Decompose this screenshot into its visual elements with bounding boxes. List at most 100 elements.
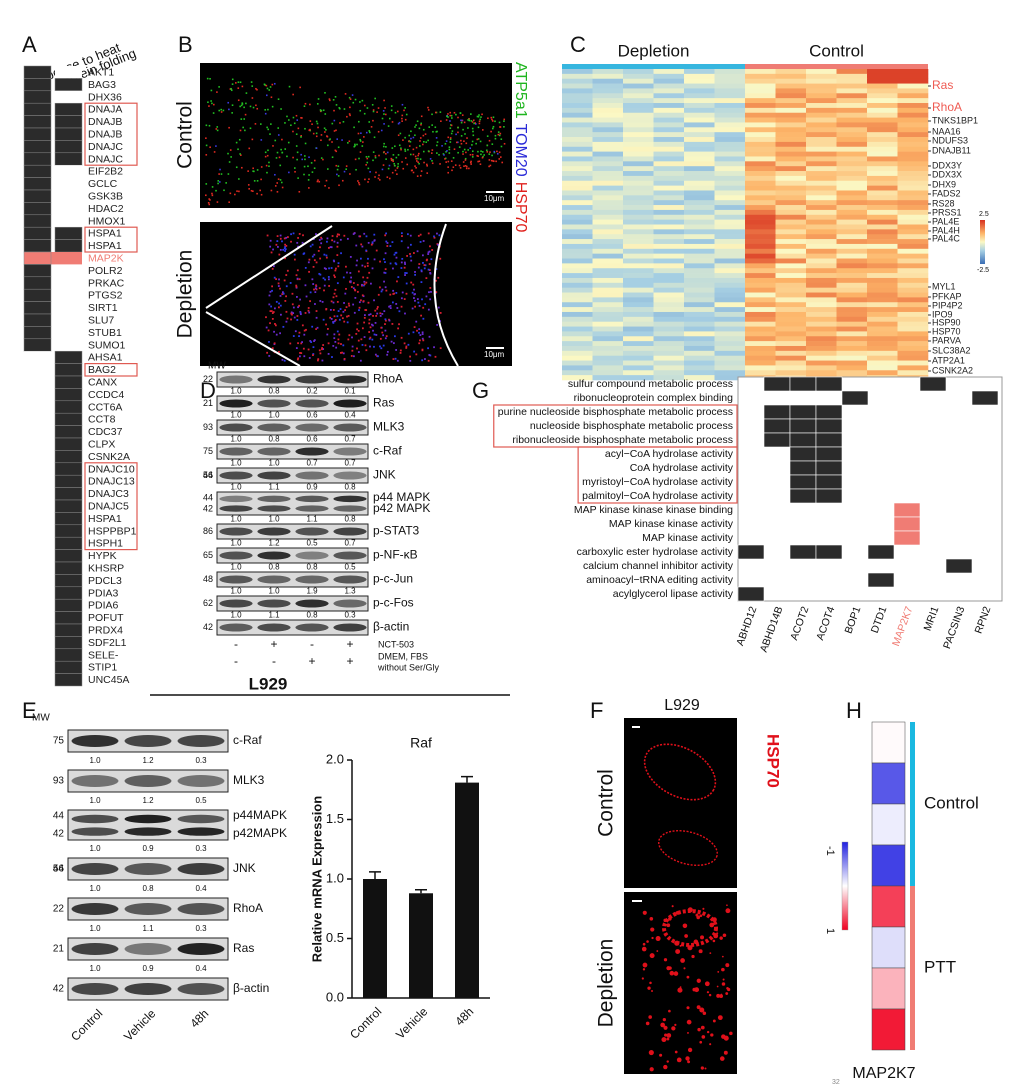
signal: [293, 122, 296, 125]
signal: [355, 244, 358, 247]
signal: [693, 939, 699, 945]
signal: [471, 144, 473, 146]
membership-cell: [54, 636, 83, 650]
signal: [210, 100, 212, 102]
signal: [417, 154, 419, 157]
gene-label: DTD1: [869, 605, 890, 635]
heatmap-cell: [623, 263, 654, 269]
gene-label: DNAJC13: [88, 476, 135, 488]
signal: [459, 167, 462, 169]
heatmap-cell: [745, 103, 776, 109]
signal: [219, 168, 221, 171]
signal: [456, 141, 458, 144]
membership-cell: [23, 288, 52, 302]
heatmap-cell: [653, 73, 685, 80]
band: [71, 827, 119, 836]
membership-cell: [23, 214, 52, 228]
heatmap-cell: [775, 234, 807, 240]
signal: [325, 256, 328, 259]
heatmap-cell: [897, 185, 929, 191]
signal: [476, 115, 479, 118]
heatmap-cell: [684, 224, 715, 230]
signal: [478, 114, 480, 116]
signal: [471, 121, 474, 123]
signal: [376, 111, 378, 113]
quantification: 0.7: [344, 539, 356, 548]
signal: [309, 129, 312, 132]
heatmap-cell: [806, 239, 837, 245]
heatmap-cell: [806, 234, 837, 240]
signal: [324, 113, 327, 115]
heatmap-cell: [806, 78, 837, 84]
signal: [302, 253, 305, 255]
heatmap-cell: [562, 112, 593, 118]
signal: [336, 254, 339, 256]
heatmap-cell: [684, 321, 715, 327]
heatmap-cell: [623, 156, 654, 162]
term-label: sulfur compound metabolic process: [568, 378, 733, 390]
signal: [701, 1035, 706, 1039]
signal: [389, 293, 392, 296]
signal: [332, 345, 335, 347]
heatmap-cell: [623, 224, 654, 230]
quantification: 1.1: [306, 515, 318, 524]
signal: [438, 153, 440, 156]
heatmap-cell: [745, 292, 776, 298]
membership-cell: [24, 475, 51, 488]
heatmap-cell: [714, 185, 746, 191]
heatmap-cell: [836, 93, 868, 99]
signal: [390, 340, 393, 343]
condition-label: Depletion: [595, 939, 618, 1028]
signal: [682, 923, 688, 929]
gene-label: PRKAC: [88, 277, 125, 289]
protein-label: β-actin: [373, 620, 409, 634]
band: [219, 399, 253, 408]
term-label: acyl−CoA hydrolase activity: [605, 448, 734, 460]
group-bar: [910, 722, 915, 886]
signal: [394, 357, 397, 360]
signal: [350, 355, 353, 357]
signal: [387, 167, 390, 170]
heatmap-cell: [562, 185, 593, 191]
signal: [470, 113, 472, 115]
signal: [414, 155, 417, 158]
heatmap-cell: [714, 166, 746, 172]
signal: [279, 295, 282, 297]
signal: [680, 958, 685, 963]
signal: [294, 170, 296, 173]
signal: [345, 306, 348, 309]
signal: [336, 235, 339, 238]
signal: [265, 94, 268, 97]
signal: [471, 127, 474, 130]
signal: [265, 84, 268, 87]
heatmap-cell: [684, 243, 715, 250]
signal: [362, 300, 365, 303]
signal: [447, 136, 450, 139]
signal: [352, 287, 355, 290]
signal: [349, 272, 352, 274]
heatmap-cell: [684, 326, 715, 332]
heatmap-cell: [623, 282, 654, 288]
heatmap-cell: [592, 355, 624, 361]
heatmap-cell: [867, 171, 898, 177]
term-label: acylglycerol lipase activity: [613, 588, 734, 600]
signal: [710, 1033, 714, 1037]
signal: [303, 333, 306, 336]
heatmap-cell: [653, 341, 685, 347]
heatmap-cell: [714, 239, 746, 245]
signal: [353, 145, 356, 148]
signal: [374, 155, 377, 157]
heatmap-cell: [836, 205, 868, 211]
signal: [338, 107, 341, 109]
signal: [379, 337, 382, 340]
signal: [313, 339, 316, 342]
signal: [429, 287, 432, 289]
signal: [303, 105, 306, 107]
signal: [271, 105, 274, 108]
signal: [491, 120, 494, 122]
signal: [357, 339, 360, 342]
mw-label: 42: [203, 503, 213, 513]
signal: [662, 1017, 666, 1022]
signal: [723, 1035, 729, 1041]
signal: [382, 164, 385, 166]
